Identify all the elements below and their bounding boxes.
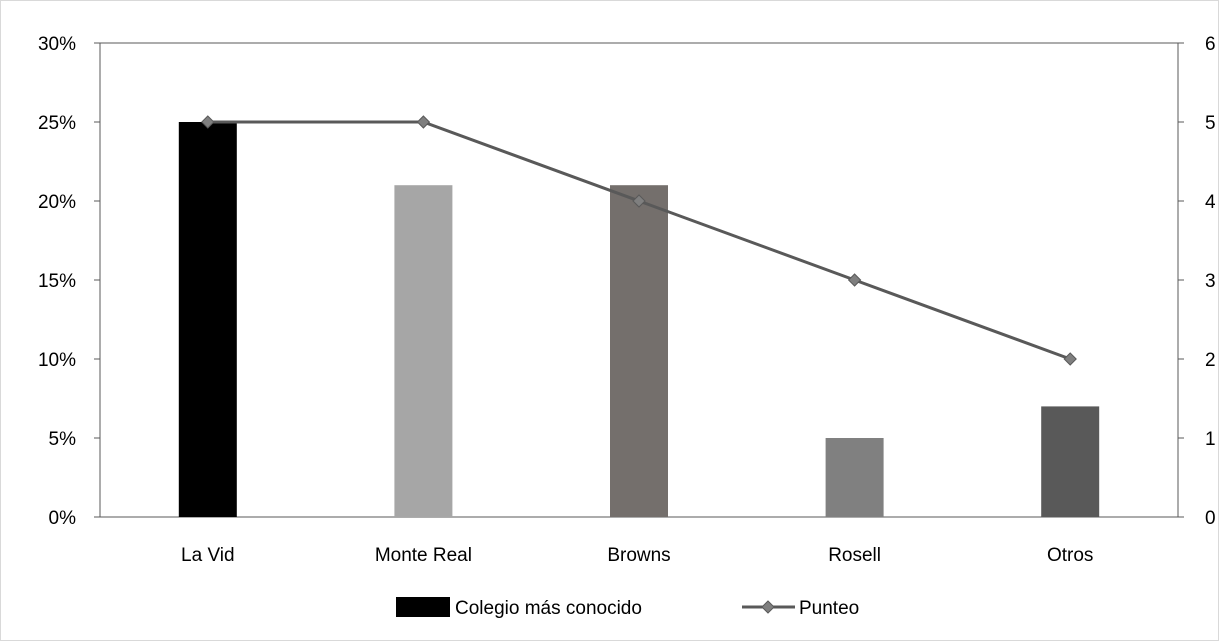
y-left-tick-label: 25% [38, 113, 76, 134]
y-right-tick-label: 2 [1205, 350, 1216, 371]
bar-otros [1041, 406, 1100, 517]
bar-monte-real [394, 185, 453, 517]
legend-marker-line [761, 600, 775, 614]
y-right-tick-label: 3 [1205, 271, 1216, 292]
punteo-marker [416, 115, 431, 129]
y-left-tick-label: 30% [38, 34, 76, 55]
y-right-tick-label: 5 [1205, 113, 1216, 134]
legend-label-line: Punteo [799, 598, 859, 619]
x-tick-label: Rosell [828, 545, 881, 566]
y-right-tick-label: 1 [1205, 429, 1216, 450]
y-left-tick-label: 10% [38, 350, 76, 371]
y-left-tick-label: 5% [49, 429, 77, 450]
y-left-tick-label: 0% [49, 508, 77, 529]
punteo-marker [1063, 352, 1077, 366]
x-tick-label: La Vid [181, 545, 235, 566]
legend-swatch-bar [396, 597, 450, 617]
y-right-tick-label: 6 [1205, 34, 1216, 55]
punteo-marker [847, 273, 862, 287]
bar-rosell [825, 438, 884, 517]
x-tick-label: Otros [1047, 545, 1093, 566]
y-left-tick-label: 15% [38, 271, 76, 292]
y-right-tick-label: 0 [1205, 508, 1216, 529]
x-tick-label: Browns [607, 545, 670, 566]
legend-label-bar: Colegio más conocido [455, 598, 642, 619]
x-tick-label: Monte Real [375, 545, 472, 566]
y-left-tick-label: 20% [38, 192, 76, 213]
y-right-tick-label: 4 [1205, 192, 1216, 213]
bar-la-vid [178, 122, 237, 517]
bar-browns [610, 185, 668, 517]
punteo-marker [632, 194, 646, 208]
punteo-marker [201, 115, 215, 129]
